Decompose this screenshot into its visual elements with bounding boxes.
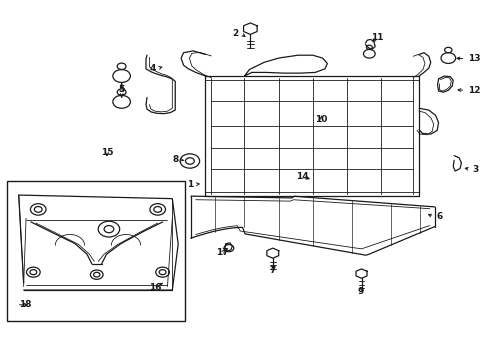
Text: 5: 5 <box>118 85 124 94</box>
Text: 3: 3 <box>472 165 478 174</box>
Bar <box>6 181 184 320</box>
Text: 13: 13 <box>467 54 479 63</box>
Text: 1: 1 <box>187 180 193 189</box>
Text: 10: 10 <box>315 115 327 124</box>
Text: 12: 12 <box>467 86 479 95</box>
Text: 11: 11 <box>370 33 383 42</box>
Text: 18: 18 <box>19 300 32 309</box>
Text: 15: 15 <box>101 148 113 157</box>
Text: 6: 6 <box>435 212 442 221</box>
Text: 7: 7 <box>269 266 275 275</box>
Text: 9: 9 <box>357 287 363 296</box>
Text: 2: 2 <box>231 29 238 38</box>
Text: 4: 4 <box>149 64 156 73</box>
Text: 14: 14 <box>295 172 308 181</box>
Text: 17: 17 <box>216 248 228 257</box>
Text: 16: 16 <box>149 283 162 292</box>
Text: 5: 5 <box>118 85 124 94</box>
Text: 8: 8 <box>172 156 178 165</box>
